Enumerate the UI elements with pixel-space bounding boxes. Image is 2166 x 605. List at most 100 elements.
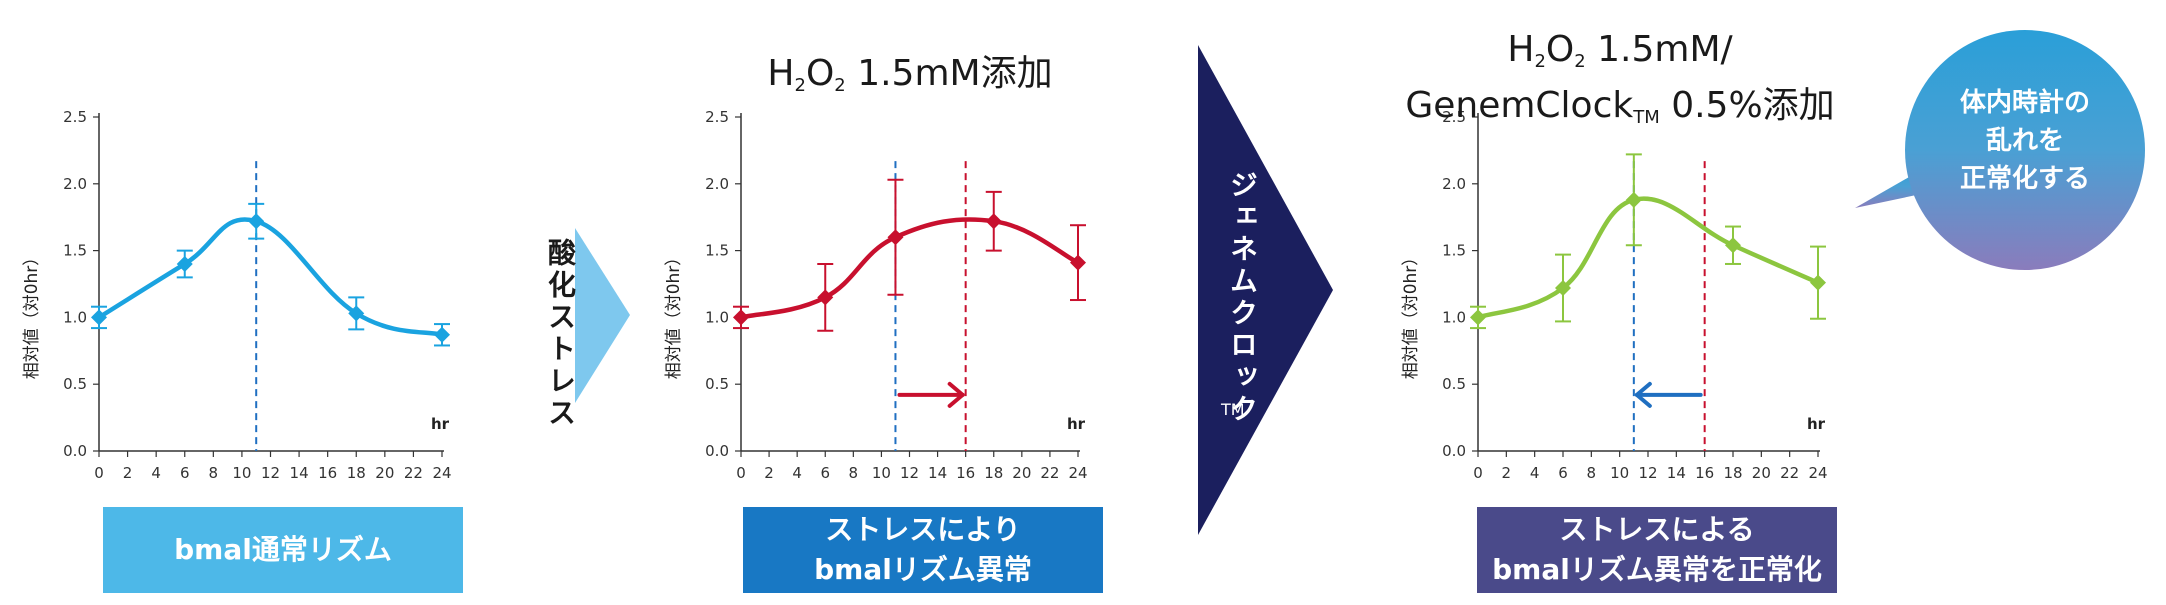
chart2-x-tick-label: 16 <box>956 464 975 482</box>
caption-stress: ストレスにより bmalリズム異常 <box>743 507 1103 593</box>
stress-arrow-shape <box>575 228 630 403</box>
chart1-y-tick-label: 2.0 <box>63 175 87 193</box>
chart2-series-line <box>740 217 1080 320</box>
chart1-series-line <box>97 217 443 337</box>
chart3-x-label: hr <box>1807 415 1826 433</box>
chart3-data-point <box>1725 237 1741 254</box>
chart3-data-point <box>1555 280 1571 297</box>
chart1-data-point <box>434 326 450 343</box>
chart3-data-point <box>1470 309 1486 326</box>
chart3-x-tick-label: 12 <box>1638 464 1657 482</box>
chart2-y-tick-label: 1.5 <box>705 242 729 260</box>
chart1-plot: 0.00.51.01.52.02.50 2 4 6 8 10 12 14 16 18 20 22 24h… <box>22 108 452 482</box>
chart1-x-tick-label: 24 <box>432 464 451 482</box>
chart2-x-tick-label: 20 <box>1012 464 1031 482</box>
chart2-y-tick-label: 2.0 <box>705 175 729 193</box>
chart3-x-tick-label: 18 <box>1723 464 1742 482</box>
speech-bubble <box>1855 30 2145 270</box>
chart3-x-tick-label: 2 <box>1502 464 1512 482</box>
chart1-x-tick-label: 20 <box>375 464 394 482</box>
chart2-x-tick-label: 12 <box>900 464 919 482</box>
chart3-x-tick-label: 0 <box>1473 464 1483 482</box>
chart1-x-tick-label: 8 <box>209 464 219 482</box>
chart2-y-tick-label: 0.0 <box>705 442 729 460</box>
chart2-plot: 0.00.51.01.52.02.50 2 4 6 8 10 12 14 16 18 20 22 24h… <box>664 108 1088 482</box>
bubble-text: 体内時計の 乱れを 正常化する <box>1959 88 2090 194</box>
chart1-x-tick-label: 0 <box>94 464 104 482</box>
chart3-x-tick-label: 14 <box>1667 464 1686 482</box>
chart2-x-tick-label: 6 <box>820 464 830 482</box>
chart2-x-tick-label: 0 <box>736 464 746 482</box>
chart1-x-tick-label: 4 <box>151 464 161 482</box>
chart1-y-tick-label: 0.5 <box>63 375 87 393</box>
chart3-y-tick-label: 1.0 <box>1442 308 1466 326</box>
chart2-shift-arrow-head <box>947 381 965 408</box>
chart1-x-tick-label: 6 <box>180 464 190 482</box>
chart1-y-tick-label: 0.0 <box>63 442 87 460</box>
chart2-y-tick-label: 2.5 <box>705 108 729 126</box>
chart3-y-tick-label: 0.0 <box>1442 442 1466 460</box>
chart3-series-line <box>1477 196 1819 320</box>
chart2-x-tick-label: 4 <box>792 464 802 482</box>
genemclock-arrow-label: ジェネムクロック <box>1226 170 1259 426</box>
chart3-title-line2: GenemClockTM 0.5%添加 <box>1405 85 1835 128</box>
caption-normalize: ストレスによる bmalリズム異常を正常化 <box>1477 507 1837 593</box>
chart1-y-tick-label: 1.0 <box>63 308 87 326</box>
chart3-y-tick-label: 1.5 <box>1442 242 1466 260</box>
chart1-y-tick-label: 2.5 <box>63 108 87 126</box>
chart3-data-point <box>1625 191 1642 208</box>
chart1-x-tick-label: 22 <box>404 464 423 482</box>
chart2-x-tick-label: 18 <box>984 464 1003 482</box>
chart2-x-tick-label: 2 <box>764 464 774 482</box>
caption-normal: bmal通常リズム <box>103 507 463 593</box>
chart2-data-point <box>733 309 749 326</box>
chart3-x-tick-label: 10 <box>1610 464 1629 482</box>
chart2-data-point <box>817 289 834 306</box>
chart1-data-point <box>348 305 365 322</box>
chart1-x-tick-label: 16 <box>318 464 337 482</box>
chart3-x-tick-label: 8 <box>1587 464 1597 482</box>
chart2-data-point <box>1070 254 1086 271</box>
chart2-x-label: hr <box>1067 415 1086 433</box>
chart1-data-point <box>248 213 265 230</box>
chart2-y-tick-label: 0.5 <box>705 375 729 393</box>
chart1-x-tick-label: 14 <box>290 464 309 482</box>
chart3-y-tick-label: 2.5 <box>1442 108 1466 126</box>
chart3-y-tick-label: 0.5 <box>1442 375 1466 393</box>
stress-arrow-label: 酸化ストレス <box>544 238 577 430</box>
chart3-y-tick-label: 2.0 <box>1442 175 1466 193</box>
chart3-data-point <box>1810 274 1826 291</box>
chart2-title: H2O2 1.5mM添加 <box>767 53 1053 96</box>
chart1-x-tick-label: 10 <box>232 464 251 482</box>
chart3-x-tick-label: 24 <box>1808 464 1827 482</box>
genemclock-arrow-tm: TM <box>1221 400 1245 419</box>
chart1-x-tick-label: 2 <box>123 464 133 482</box>
chart3-shift-arrow-head <box>1634 381 1652 408</box>
chart3-x-tick-label: 22 <box>1780 464 1799 482</box>
chart1-data-point <box>176 255 193 272</box>
chart3-title: H2O2 1.5mM/ GenemClockTM 0.5%添加 <box>1380 28 1860 140</box>
chart3-x-tick-label: 20 <box>1752 464 1771 482</box>
chart3-plot: 0.00.51.01.52.02.50 2 4 6 8 10 12 14 16 18 20 22 24h… <box>1401 108 1828 482</box>
chart3-x-tick-label: 6 <box>1558 464 1568 482</box>
chart1-x-label: hr <box>431 415 450 433</box>
chart1-x-tick-label: 18 <box>347 464 366 482</box>
chart1-y-label: 相対値（対0hr） <box>22 249 42 380</box>
chart3-x-tick-label: 16 <box>1695 464 1714 482</box>
chart2-x-tick-label: 10 <box>872 464 891 482</box>
genemclock-arrow-shape <box>1198 45 1333 535</box>
chart1-data-point <box>91 309 107 326</box>
chart2-data-point <box>887 229 904 246</box>
chart3-x-tick-label: 4 <box>1530 464 1540 482</box>
chart2-y-tick-label: 1.0 <box>705 308 729 326</box>
chart3-y-label: 相対値（対0hr） <box>1401 249 1421 380</box>
chart3-title-line1: H2O2 1.5mM/ <box>1507 29 1733 72</box>
chart2-x-tick-label: 8 <box>849 464 859 482</box>
chart2-x-tick-label: 24 <box>1068 464 1087 482</box>
chart2-x-tick-label: 22 <box>1040 464 1059 482</box>
chart1-y-tick-label: 1.5 <box>63 242 87 260</box>
chart1-x-tick-label: 12 <box>261 464 280 482</box>
chart2-data-point <box>985 213 1002 230</box>
chart2-x-tick-label: 14 <box>928 464 947 482</box>
